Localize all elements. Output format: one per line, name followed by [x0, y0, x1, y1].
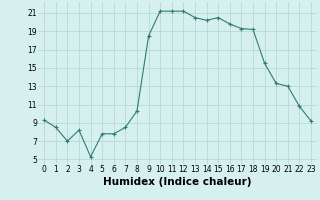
X-axis label: Humidex (Indice chaleur): Humidex (Indice chaleur): [103, 177, 252, 187]
